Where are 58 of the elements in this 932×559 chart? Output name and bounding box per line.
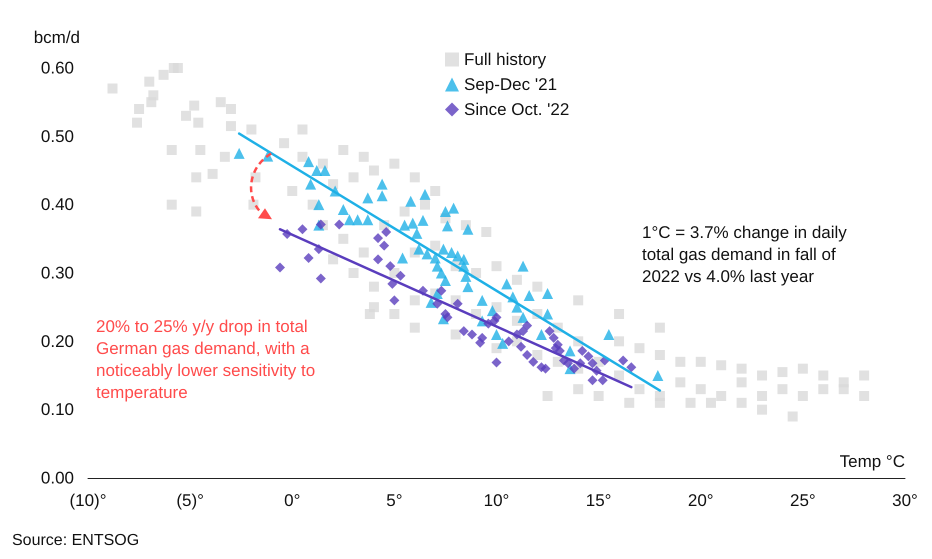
point <box>516 342 526 352</box>
point <box>548 332 559 343</box>
x-tick-label: 20° <box>688 491 714 510</box>
point <box>304 252 314 263</box>
point <box>492 358 502 368</box>
x-tick-label: 15° <box>586 491 612 510</box>
point <box>274 262 285 273</box>
point <box>522 320 532 331</box>
x-tick-label: 25° <box>790 491 816 510</box>
point <box>381 227 392 237</box>
y-tick-label: 0.60 <box>40 58 74 78</box>
point <box>396 270 406 281</box>
y-tick-label: 0.10 <box>40 400 74 420</box>
legend-label: Full history <box>464 50 547 69</box>
point <box>458 326 469 336</box>
point <box>626 362 636 372</box>
point <box>385 261 396 272</box>
point <box>373 254 384 264</box>
point <box>618 355 628 366</box>
point <box>379 240 390 251</box>
annotation: 20% to 25% y/y drop in total German gas demand, with a noticeably lower sensitivity to temperature <box>96 316 316 404</box>
point <box>550 343 561 354</box>
legend-label: Sep-Dec '21 <box>464 75 558 94</box>
legend-label: Since Oct. '22 <box>464 100 570 119</box>
y-tick-label: 0.00 <box>40 468 74 488</box>
y-tick-label: 0.40 <box>40 195 74 214</box>
y-tick-label: 0.50 <box>40 126 74 146</box>
source-note: Source: ENTSOG <box>12 531 140 551</box>
x-tick-label: 10° <box>484 491 510 510</box>
x-tick-label: 30° <box>892 491 918 510</box>
point <box>452 298 463 309</box>
point <box>389 295 400 306</box>
point <box>540 364 551 374</box>
x-axis-title: Temp °C <box>840 452 905 471</box>
y-tick-label: 0.30 <box>40 264 74 282</box>
annotation: 1°C = 3.7% change in daily total gas demand in fall of 2022 vs 4.0% last year <box>642 222 848 288</box>
y-tick-label: 0.20 <box>40 332 74 351</box>
point <box>587 375 598 386</box>
point <box>466 330 477 340</box>
point <box>334 219 344 230</box>
point <box>577 346 588 356</box>
point <box>583 351 594 362</box>
x-tick-label: 0° <box>284 491 300 510</box>
x-tick-label: 5° <box>386 491 403 510</box>
point <box>475 338 486 348</box>
point <box>297 224 308 234</box>
point <box>522 350 532 360</box>
point <box>387 278 398 289</box>
x-tick-label: (10)° <box>69 491 107 510</box>
y-axis-title: bcm/d <box>34 28 80 47</box>
point <box>598 375 608 386</box>
point <box>492 312 502 322</box>
point <box>518 326 528 336</box>
point <box>528 356 538 367</box>
point <box>373 233 384 244</box>
point <box>544 326 555 336</box>
x-tick-label: (5)° <box>176 491 204 510</box>
point <box>316 273 326 284</box>
